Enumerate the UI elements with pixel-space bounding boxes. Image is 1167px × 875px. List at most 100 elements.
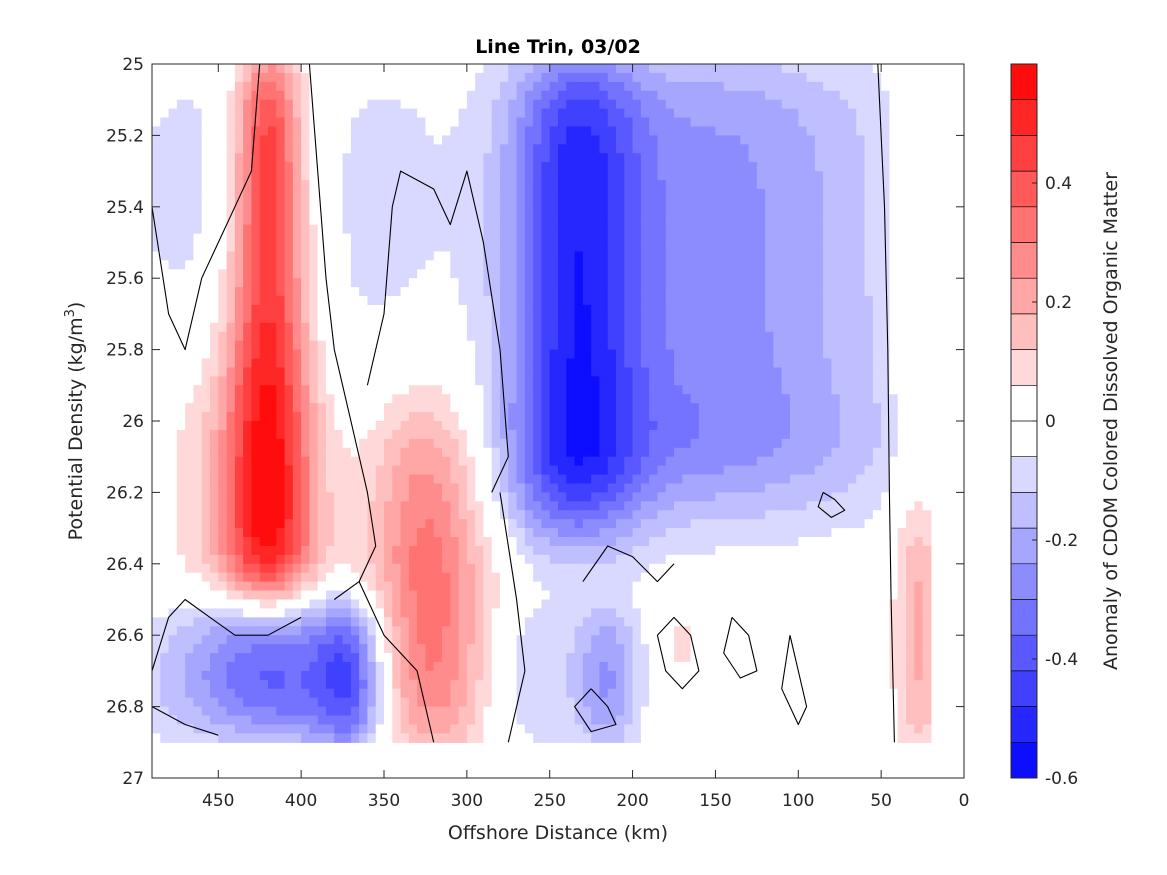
heatmap-cell [234,394,244,404]
heatmap-cell [773,171,783,181]
heatmap-cell [781,394,791,404]
heatmap-cell [185,224,195,235]
heatmap-cell [508,126,518,136]
heatmap-cell [599,81,609,92]
heatmap-cell [674,394,683,404]
heatmap-cell [442,215,451,226]
heatmap-cell [276,117,286,128]
heatmap-cell [632,456,642,467]
heatmap-cell [632,438,642,449]
heatmap-cell [292,528,302,538]
heatmap-cell [384,215,393,226]
heatmap-cell [872,296,882,306]
heatmap-cell [607,519,617,529]
heatmap-cell [450,251,460,261]
heatmap-cell [508,135,518,145]
heatmap-cell [392,233,402,244]
heatmap-cell [508,260,518,270]
heatmap-cell [872,385,882,395]
heatmap-cell [831,304,841,315]
heatmap-cell [375,403,385,413]
heatmap-cell [533,429,543,440]
heatmap-cell [201,197,211,208]
heatmap-cell [475,465,485,476]
heatmap-cell [549,197,559,208]
heatmap-cell [160,242,170,253]
heatmap-cell [259,465,269,476]
heatmap-cell [889,162,899,172]
heatmap-cell [226,304,236,315]
heatmap-cell [152,81,161,92]
heatmap-cell [433,456,443,467]
heatmap-cell [226,492,236,502]
heatmap-cell [317,81,327,92]
heatmap-cell [292,108,302,119]
heatmap-cell [665,144,675,154]
heatmap-cell [649,421,659,431]
heatmap-cell [234,429,244,440]
heatmap-cell [665,72,675,83]
heatmap-cell [674,349,683,360]
heatmap-cell [276,492,286,502]
heatmap-cell [848,90,857,101]
heatmap-cell [640,367,650,377]
heatmap-cell [425,296,435,306]
heatmap-cell [806,180,816,190]
heatmap-cell [906,287,915,297]
heatmap-cell [408,322,418,333]
heatmap-cell [781,447,791,458]
heatmap-cell [350,394,360,404]
heatmap-cell [193,474,203,485]
heatmap-cell [284,358,294,369]
heatmap-cell [715,421,725,431]
heatmap-cell [160,64,170,74]
heatmap-cell [756,144,766,154]
heatmap-cell [748,153,758,163]
heatmap-cell [392,64,402,74]
heatmap-cell [690,331,700,342]
heatmap-cell [433,108,443,119]
heatmap-cell [350,251,360,261]
heatmap-cell [425,108,435,119]
heatmap-cell [226,510,236,520]
heatmap-cell [284,304,294,315]
heatmap-cell [483,429,493,440]
heatmap-cell [756,171,766,181]
heatmap-cell [740,429,750,440]
heatmap-cell [350,438,360,449]
heatmap-cell [284,501,294,511]
heatmap-cell [508,117,518,128]
heatmap-cell [342,438,352,449]
heatmap-cell [732,296,741,306]
heatmap-cell [848,162,857,172]
heatmap-cell [549,90,559,101]
heatmap-cell [218,331,228,342]
heatmap-cell [533,242,543,253]
heatmap-cell [839,206,849,217]
heatmap-cell [392,251,402,261]
heatmap-cell [201,296,211,306]
heatmap-cell [748,197,758,208]
heatmap-cell [566,483,576,493]
heatmap-cell [491,153,501,163]
heatmap-cell [823,456,833,467]
heatmap-cell [524,215,534,226]
heatmap-cell [541,385,551,395]
heatmap-cell [732,72,741,83]
heatmap-cell [591,224,601,235]
heatmap-cell [582,465,592,476]
heatmap-cell [193,135,203,145]
heatmap-cell [524,287,534,297]
heatmap-cell [806,64,816,74]
heatmap-cell [616,340,625,351]
heatmap-cell [806,242,816,253]
heatmap-cell [823,126,833,136]
heatmap-cell [657,251,667,261]
heatmap-cell [524,519,534,529]
heatmap-cell [715,251,725,261]
heatmap-cell [301,331,311,342]
heatmap-cell [781,483,791,493]
heatmap-cell [740,180,750,190]
heatmap-cell [466,313,476,324]
heatmap-cell [649,162,659,172]
